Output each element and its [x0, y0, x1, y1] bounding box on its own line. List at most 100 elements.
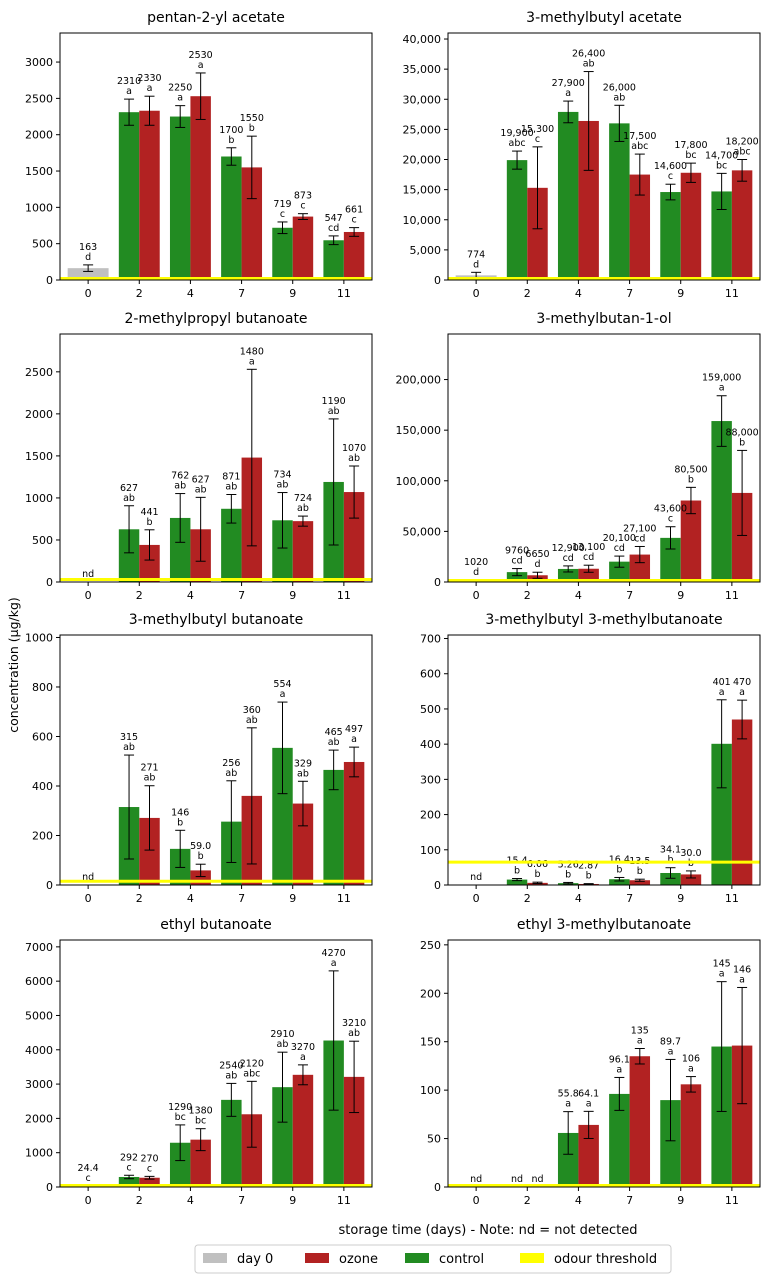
- x-tick-label: 2: [524, 589, 531, 602]
- x-tick-label: 7: [626, 1194, 633, 1207]
- x-tick-label: 4: [187, 1194, 194, 1207]
- x-tick-label: 11: [337, 589, 351, 602]
- x-tick-label: 0: [473, 589, 480, 602]
- data-label: 470: [733, 677, 751, 688]
- data-label: 27,900: [552, 78, 585, 89]
- significance-letter: a: [126, 86, 132, 97]
- y-tick-label: 700: [420, 633, 441, 646]
- significance-letter: b: [228, 135, 234, 146]
- data-label: 18,200: [725, 137, 758, 148]
- y-tick-label: 50,000: [403, 525, 442, 538]
- bar-ozone: [578, 120, 599, 280]
- significance-letter: ab: [297, 768, 309, 779]
- data-label: 30.0: [680, 848, 701, 859]
- plot-frame: [59, 32, 373, 281]
- y-tick-label: 600: [420, 668, 441, 681]
- significance-letter: c: [126, 1162, 131, 1173]
- y-tick-label: 1500: [25, 450, 53, 463]
- bar-control: [272, 747, 293, 885]
- bar-ozone: [190, 1139, 211, 1187]
- significance-letter: b: [177, 817, 183, 828]
- data-label: 145: [713, 959, 731, 970]
- chart-panel-4: 3-methylbutan-1-ol 0 50,000 100,000 150,000 2…: [396, 311, 761, 602]
- significance-letter: c: [86, 1173, 91, 1184]
- bar-day0: [67, 268, 109, 280]
- data-label: 719: [273, 199, 291, 210]
- significance-letter: a: [565, 1099, 571, 1110]
- y-tick-label: 0: [434, 1181, 441, 1194]
- data-label: 89.7: [660, 1036, 681, 1047]
- data-label: 19,900: [500, 128, 533, 139]
- data-label: 2530: [189, 50, 213, 61]
- bar-control: [118, 1176, 140, 1187]
- chart-panel-1: pentan-2-yl acetate 0 500 1000 1500 2000 2500 3…: [25, 10, 373, 300]
- y-tick-label: 200,000: [396, 374, 442, 387]
- chart-title: 3-methylbutyl acetate: [526, 10, 682, 26]
- y-tick-label: 2500: [25, 92, 53, 105]
- significance-letter: ab: [195, 484, 207, 495]
- significance-letter: b: [249, 123, 255, 134]
- data-label: 2910: [270, 1029, 294, 1040]
- legend-frame: [194, 1244, 672, 1274]
- y-tick-label: 1000: [25, 631, 53, 644]
- bar-ozone: [731, 719, 753, 885]
- bar-control: [711, 1046, 732, 1187]
- data-label: 465: [325, 727, 343, 738]
- significance-letter: abc: [509, 138, 526, 149]
- chart-title: 3-methylbutan-1-ol: [536, 311, 671, 327]
- data-label: 3270: [291, 1042, 315, 1053]
- legend-swatch-day0: [203, 1253, 227, 1263]
- data-label: 1380: [189, 1106, 213, 1117]
- x-tick-label: 2: [524, 1194, 531, 1207]
- y-axis-label: concentration (µg/kg): [6, 597, 21, 733]
- y-tick-label: 2000: [25, 1112, 53, 1125]
- x-tick-label: 0: [85, 287, 92, 300]
- legend-swatch-ozone: [305, 1253, 329, 1263]
- data-label: 146: [733, 964, 751, 975]
- x-tick-label: 4: [575, 892, 582, 905]
- significance-letter: ab: [613, 92, 625, 103]
- bar-ozone: [343, 231, 365, 280]
- bar-control: [169, 517, 191, 582]
- x-tick-label: 11: [725, 892, 739, 905]
- x-tick-label: 2: [136, 287, 143, 300]
- data-label: 315: [120, 732, 138, 743]
- bar-control: [272, 227, 293, 280]
- bar-ozone: [629, 1056, 651, 1187]
- significance-letter: b: [514, 866, 520, 877]
- bar-ozone: [343, 1076, 365, 1187]
- significance-letter: ab: [297, 503, 309, 514]
- bar-control: [118, 112, 140, 280]
- plot-frame: [447, 32, 761, 281]
- x-tick-label: 4: [575, 589, 582, 602]
- bar-control: [221, 508, 242, 582]
- x-tick-label: 0: [85, 892, 92, 905]
- significance-letter: a: [331, 958, 337, 969]
- significance-letter: bc: [195, 1116, 206, 1127]
- bar-control: [272, 1087, 293, 1187]
- bar-control: [506, 160, 528, 280]
- y-tick-label: 30,000: [403, 93, 442, 106]
- data-label: 17,500: [623, 131, 656, 142]
- legend-swatch-control: [405, 1253, 429, 1263]
- bar-control: [711, 743, 732, 885]
- data-label: 1290: [168, 1102, 192, 1113]
- significance-letter: bc: [685, 150, 696, 161]
- bar-ozone: [680, 1084, 702, 1187]
- data-label: 135: [631, 1025, 649, 1036]
- chart-panel-6: 3-methylbutyl 3-methylbutanoate 0 100 200 30…: [420, 612, 761, 905]
- significance-letter: a: [668, 1046, 674, 1057]
- significance-letter: d: [534, 559, 540, 570]
- x-tick-label: 9: [677, 287, 684, 300]
- x-tick-label: 4: [187, 892, 194, 905]
- data-label: 627: [120, 483, 138, 494]
- data-label: 1020: [464, 557, 488, 568]
- data-label: 2250: [168, 83, 192, 94]
- data-label: 20,100: [603, 533, 636, 544]
- y-tick-label: 500: [32, 534, 53, 547]
- significance-letter: ab: [123, 493, 135, 504]
- data-label: 146: [171, 807, 189, 818]
- bar-control: [323, 769, 344, 885]
- significance-letter: cd: [511, 556, 522, 567]
- bar-ozone: [241, 167, 263, 280]
